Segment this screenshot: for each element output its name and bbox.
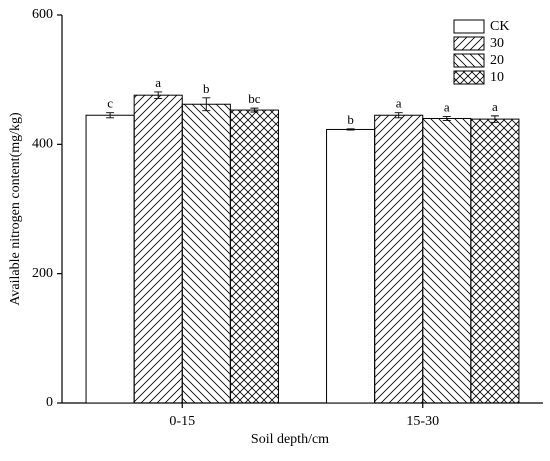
legend-label: 10 — [490, 70, 504, 85]
y-tick-label: 0 — [46, 395, 53, 410]
bar — [229, 109, 279, 404]
y-tick-label: 200 — [32, 266, 53, 281]
significance-letter: b — [347, 112, 354, 127]
significance-letter: b — [203, 81, 210, 96]
error-bar — [154, 91, 163, 99]
x-tick-label: 15-30 — [406, 414, 439, 429]
bar — [422, 117, 472, 404]
error-bar — [490, 115, 499, 123]
error-bar — [106, 112, 115, 119]
bar — [374, 114, 424, 404]
y-tick-label: 600 — [32, 7, 53, 22]
error-bar — [250, 107, 259, 113]
bar — [85, 114, 135, 404]
legend-swatch — [453, 70, 485, 85]
y-axis-label: Available nitrogen content(mg/kg) — [8, 112, 23, 306]
legend-swatch — [453, 19, 485, 34]
legend-label: CK — [490, 19, 509, 34]
error-bar — [346, 128, 355, 131]
bar — [181, 103, 231, 404]
significance-letter: a — [444, 100, 450, 115]
significance-letter: a — [155, 75, 161, 90]
significance-letter: a — [492, 99, 498, 114]
bar — [133, 94, 183, 404]
legend-swatch — [453, 53, 485, 68]
y-tick-label: 400 — [32, 137, 53, 152]
significance-letter: bc — [248, 91, 261, 106]
legend-swatch — [453, 36, 485, 51]
legend-label: 30 — [490, 36, 504, 51]
error-bar — [202, 97, 211, 112]
bar — [326, 128, 376, 404]
error-bar — [394, 112, 403, 119]
significance-letter: c — [107, 96, 113, 111]
x-tick-label: 0-15 — [169, 414, 195, 429]
legend-label: 20 — [490, 53, 504, 68]
significance-letter: a — [396, 96, 402, 111]
bar — [470, 118, 520, 404]
error-bar — [442, 116, 451, 121]
x-axis-label: Soil depth/cm — [251, 432, 329, 447]
